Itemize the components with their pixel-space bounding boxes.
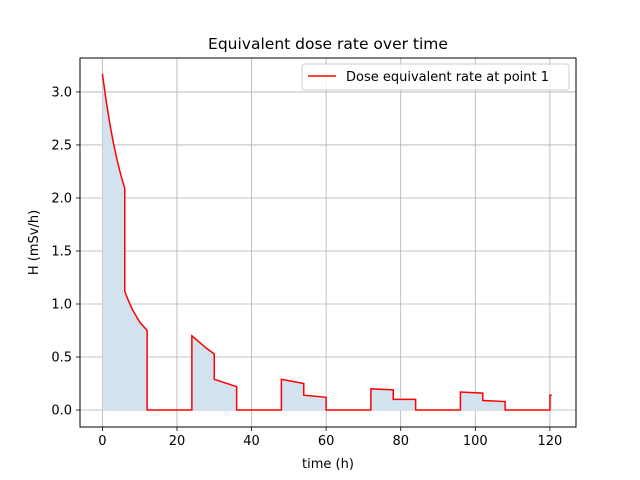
x-tick-label: 120	[537, 434, 562, 449]
axes-frame	[79, 57, 577, 428]
legend-box	[301, 63, 570, 91]
y-tick-label: 0.0	[51, 404, 72, 419]
x-tick-label: 40	[243, 434, 260, 449]
x-tick-label: 100	[463, 434, 488, 449]
x-tick-label: 60	[318, 434, 335, 449]
x-tick-label: 80	[392, 434, 409, 449]
x-tick-label: 20	[169, 434, 186, 449]
x-axis-ticks: 0 20 40 60 80 100 120	[98, 427, 562, 449]
y-tick-label: 1.0	[51, 298, 72, 313]
y-tick-label: 1.5	[51, 244, 72, 259]
chart-title: Equivalent dose rate over time	[208, 35, 448, 53]
legend-label: Dose equivalent rate at point 1	[346, 70, 549, 85]
series-line	[101, 73, 552, 411]
x-tick-label: 0	[98, 434, 106, 449]
y-tick-label: 2.5	[51, 138, 72, 153]
y-axis-ticks: 0.0 0.5 1.0 1.5 2.0 2.5 3.0	[51, 85, 80, 419]
legend: Dose equivalent rate at point 1	[301, 63, 570, 91]
y-tick-label: 3.0	[51, 85, 72, 100]
y-axis-label: H (mSv/h)	[27, 210, 42, 275]
x-axis-label: time (h)	[302, 457, 354, 472]
y-tick-label: 0.5	[51, 351, 72, 366]
y-tick-label: 2.0	[51, 191, 72, 206]
